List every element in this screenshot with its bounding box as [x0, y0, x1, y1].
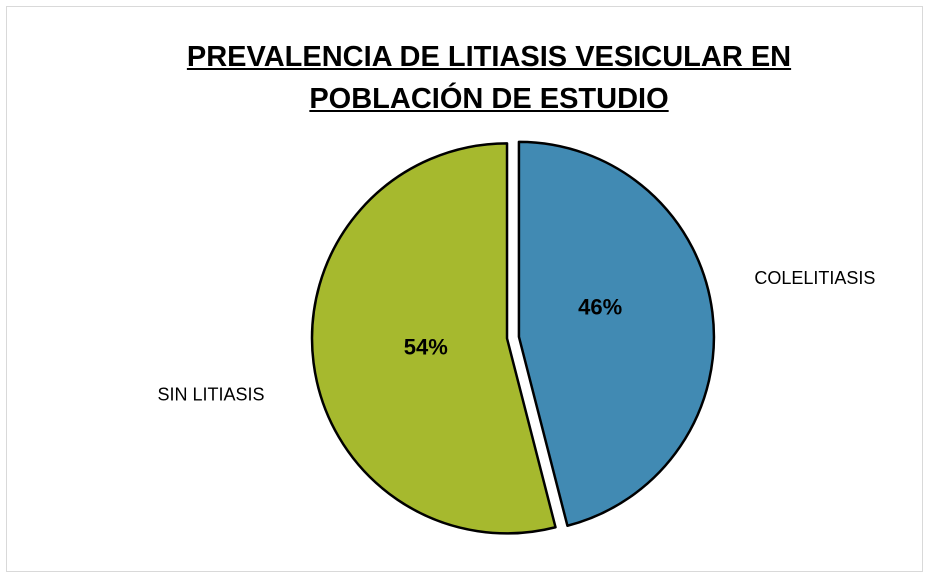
- data-label: 46%: [578, 294, 622, 319]
- chart-title: PREVALENCIA DE LITIASIS VESICULAR EN POB…: [186, 41, 792, 115]
- data-label: 54%: [404, 334, 448, 359]
- chart-frame: [6, 6, 923, 572]
- pie-slice: [517, 140, 716, 527]
- pie-slice: [310, 142, 557, 535]
- category-label: COLELITIASIS: [754, 268, 875, 288]
- category-label: SIN LITIASIS: [158, 385, 265, 405]
